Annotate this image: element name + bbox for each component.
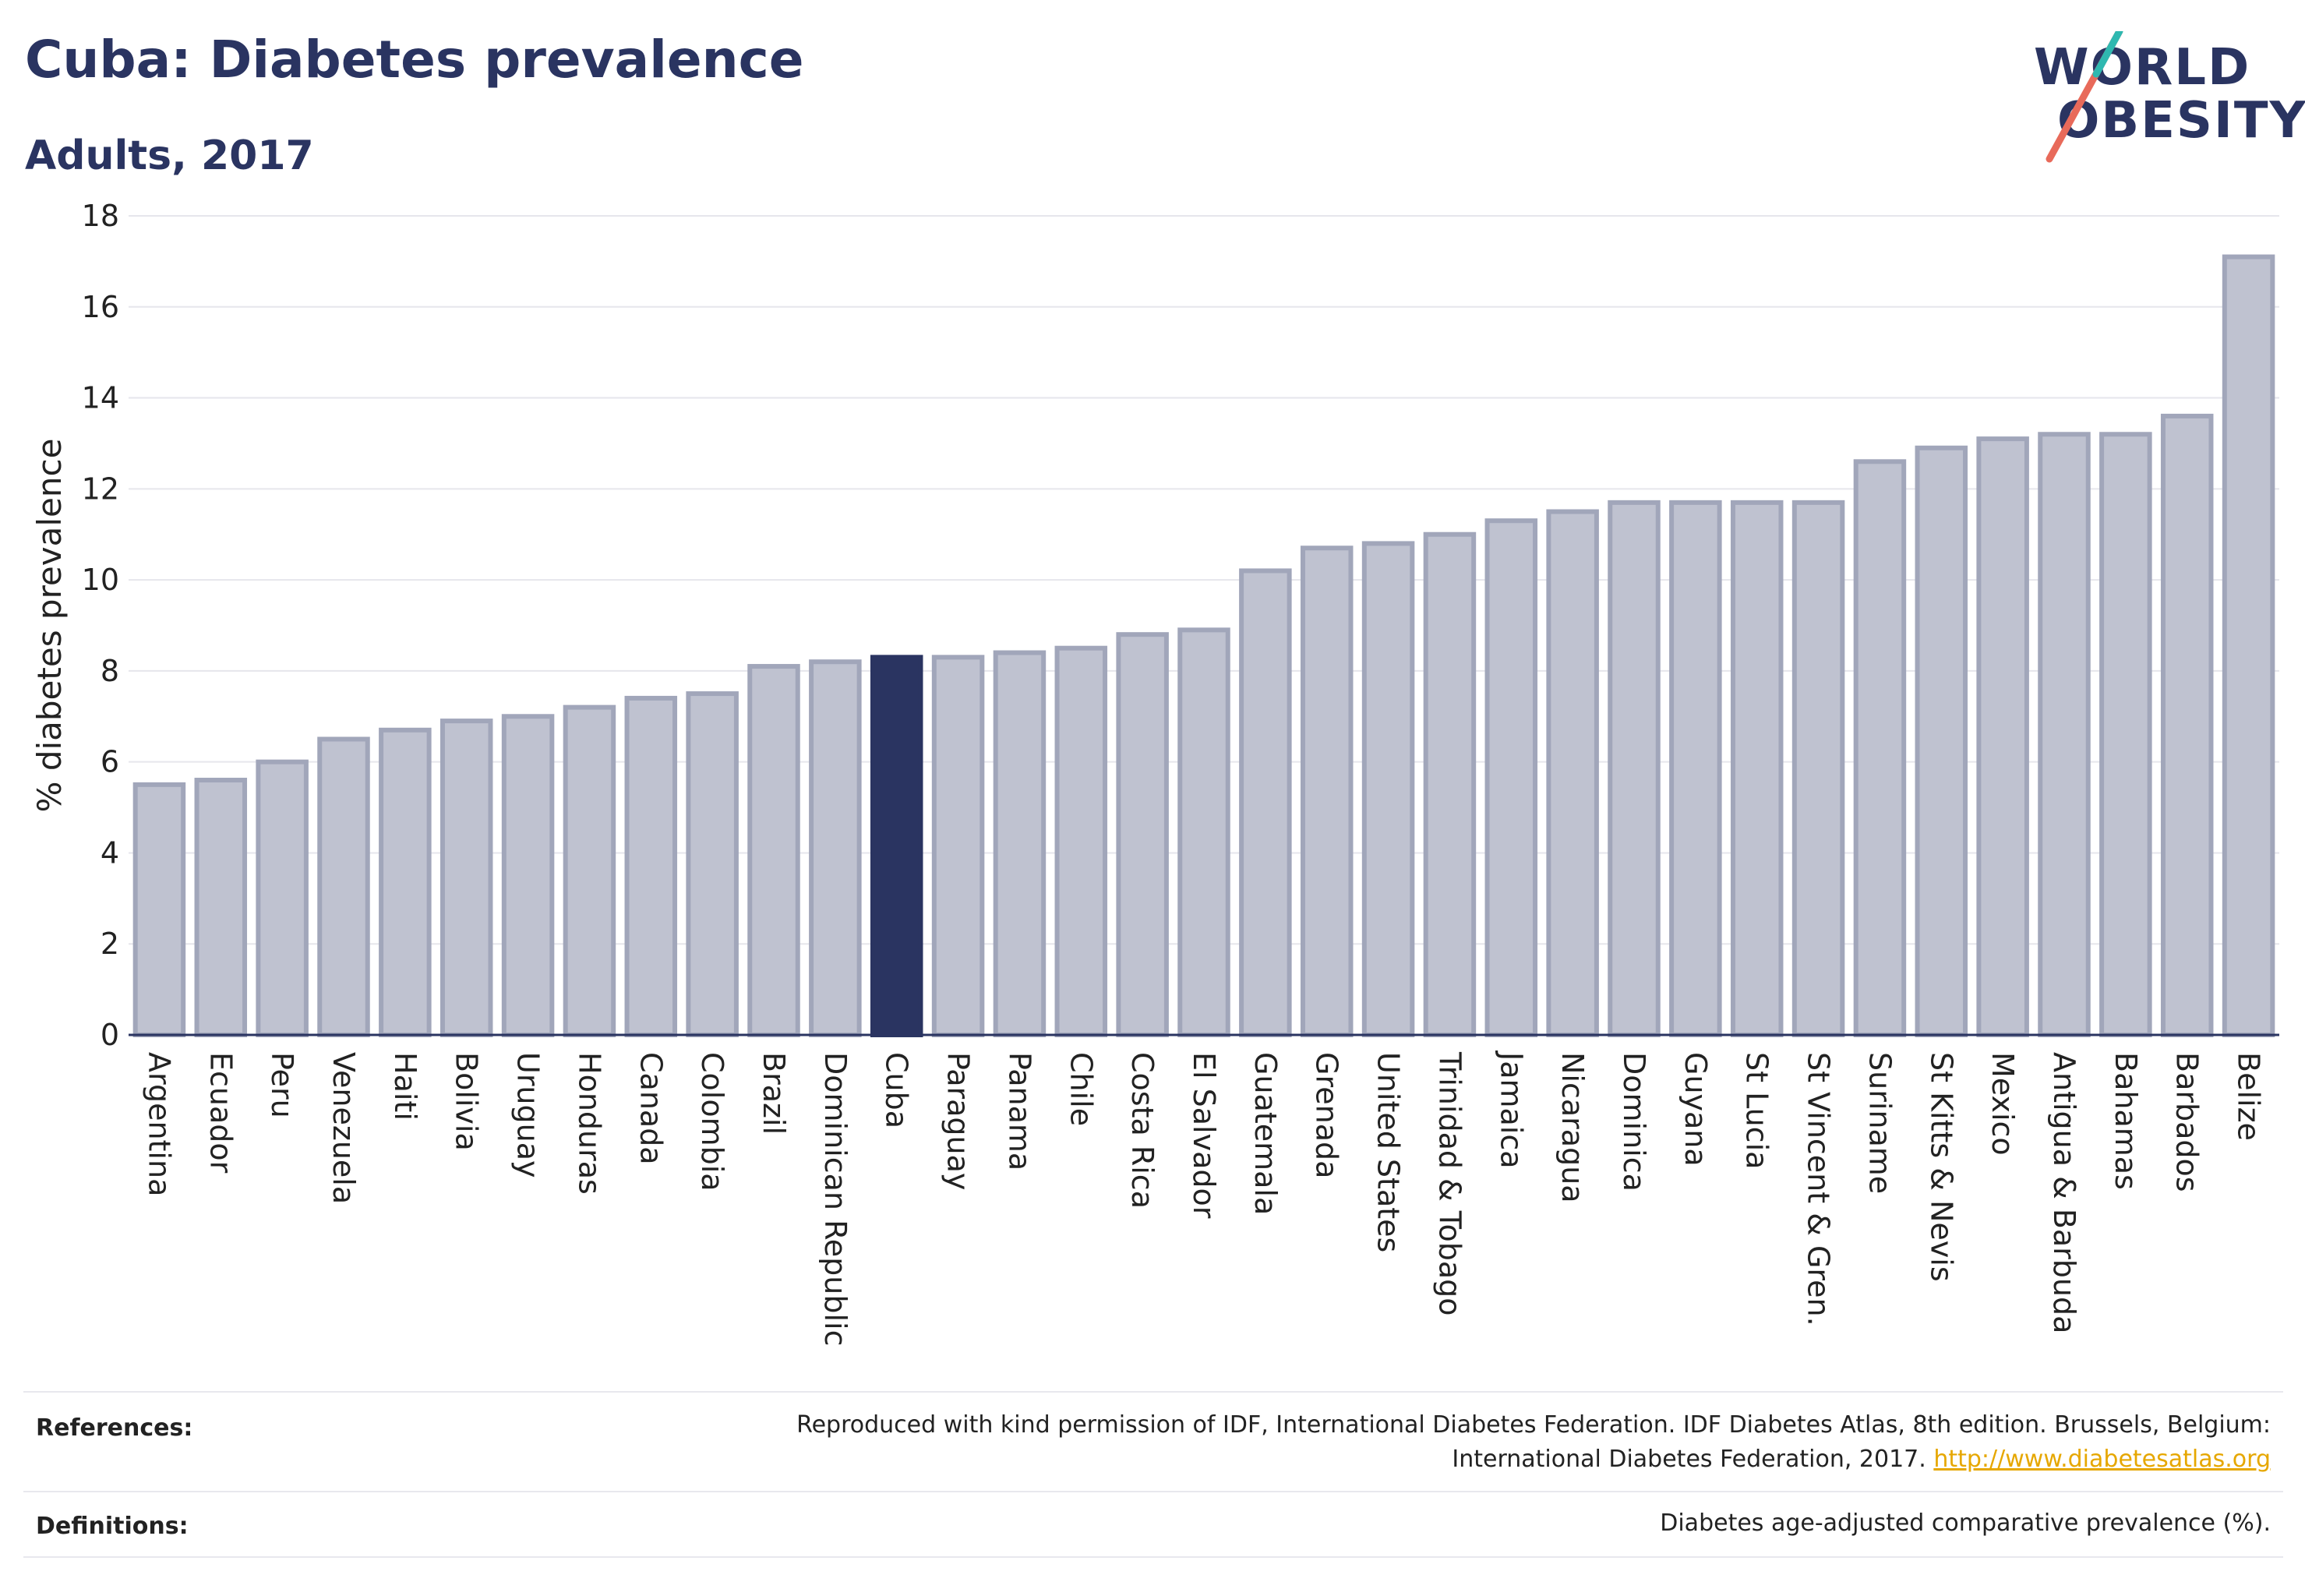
- chart-title: Cuba: Diabetes prevalence: [25, 30, 804, 90]
- x-tick-label: St Vincent & Gren.: [1802, 1052, 1836, 1326]
- x-tick-label: Dominica: [1617, 1052, 1651, 1192]
- bar-suriname: [1853, 459, 1907, 1037]
- x-tick-label: Trinidad & Tobago: [1432, 1051, 1467, 1316]
- x-tick-label: Barbados: [2170, 1052, 2204, 1192]
- y-tick-label: 12: [82, 471, 119, 506]
- bar-chile: [1054, 645, 1108, 1037]
- chart-subtitle: Adults, 2017: [25, 132, 314, 179]
- x-tick-label: Nicaragua: [1555, 1052, 1590, 1203]
- x-tick-label: Guyana: [1678, 1052, 1713, 1167]
- x-tick-label: Brazil: [757, 1052, 791, 1135]
- x-tick-label: Haiti: [388, 1052, 422, 1121]
- y-tick-label: 14: [82, 381, 119, 415]
- x-tick-label: Antigua & Barbuda: [2047, 1052, 2081, 1333]
- bar-chart: 0 2 4 6 8 10 12 14 16 18 % diabetes prevalence Arge…: [30, 199, 2279, 1346]
- footer-divider: [23, 1491, 2283, 1492]
- x-tick-label: Colombia: [695, 1052, 729, 1192]
- bar-grenada: [1300, 546, 1354, 1037]
- world-obesity-logo: WORLD OBESITY: [2034, 31, 2305, 164]
- x-tick-label: Jamaica: [1494, 1050, 1528, 1169]
- x-tick-label: Argentina: [142, 1052, 176, 1196]
- bar-nicaragua: [1546, 509, 1599, 1037]
- x-tick-label: Grenada: [1310, 1052, 1344, 1178]
- bar-cuba: [870, 655, 923, 1037]
- references-label: References:: [36, 1414, 193, 1442]
- bar-paraguay: [931, 655, 985, 1037]
- x-tick-label: Mexico: [1986, 1052, 2020, 1156]
- footer-divider: [23, 1391, 2283, 1393]
- y-tick-label: 18: [82, 199, 119, 233]
- x-tick-label: Bahamas: [2109, 1052, 2143, 1190]
- bar-panama: [993, 650, 1047, 1037]
- x-tick-label: Suriname: [1862, 1052, 1897, 1194]
- references-link[interactable]: http://www.diabetesatlas.org: [1933, 1446, 2271, 1473]
- bar-bolivia: [439, 719, 493, 1037]
- y-axis-label: % diabetes prevalence: [30, 439, 69, 813]
- references-line-2: International Diabetes Federation, 2017.…: [796, 1442, 2271, 1477]
- logo-line-2: OBESITY: [2057, 92, 2305, 150]
- bar-argentina: [132, 782, 186, 1037]
- bar-el-salvador: [1177, 627, 1230, 1037]
- definitions-label: Definitions:: [36, 1513, 189, 1540]
- x-tick-label: St Lucia: [1740, 1052, 1774, 1169]
- bar-st-kitts-nevis: [1915, 445, 1968, 1037]
- x-tick-label: Ecuador: [203, 1052, 238, 1174]
- x-tick-label: Belize: [2232, 1052, 2266, 1141]
- bar-peru: [256, 759, 309, 1038]
- x-tick-label: Honduras: [572, 1052, 606, 1195]
- bar-canada: [624, 695, 678, 1038]
- bar-barbados: [2160, 413, 2214, 1037]
- references-text: Reproduced with kind permission of IDF, …: [796, 1408, 2271, 1477]
- bar-ecuador: [194, 778, 248, 1037]
- x-tick-label: Canada: [634, 1052, 668, 1165]
- definitions-text: Diabetes age-adjusted comparative preval…: [1660, 1509, 2271, 1537]
- bar-bahamas: [2099, 432, 2152, 1037]
- y-tick-label: 6: [101, 745, 119, 779]
- x-tick-label: St Kitts & Nevis: [1924, 1052, 1958, 1282]
- x-tick-label: Uruguay: [511, 1052, 545, 1178]
- y-tick-label: 16: [82, 290, 119, 324]
- x-tick-label: Peru: [265, 1052, 299, 1118]
- bar-haiti: [379, 727, 432, 1037]
- x-tick-label: United States: [1371, 1052, 1406, 1252]
- bar-st-vincent-gren-: [1791, 500, 1845, 1038]
- bar-mexico: [1976, 436, 2029, 1038]
- y-tick-label: 10: [82, 563, 119, 597]
- x-tick-label: Guatemala: [1248, 1052, 1283, 1215]
- bar-guatemala: [1239, 568, 1292, 1037]
- x-tick-label: Panama: [1002, 1052, 1036, 1171]
- bar-guyana: [1669, 500, 1722, 1038]
- x-tick-label: Costa Rica: [1125, 1052, 1160, 1209]
- x-tick-label: El Salvador: [1187, 1052, 1221, 1219]
- references-line-2-text: International Diabetes Federation, 2017.: [1452, 1446, 1926, 1473]
- logo-slash-icon: [2046, 31, 2123, 163]
- bar-uruguay: [501, 714, 555, 1037]
- bar-costa-rica: [1116, 632, 1169, 1037]
- x-tick-label: Bolivia: [450, 1052, 484, 1151]
- y-tick-label: 4: [101, 835, 119, 870]
- x-tick-label: Venezuela: [327, 1052, 361, 1204]
- bar-colombia: [686, 691, 739, 1037]
- bar-belize: [2222, 254, 2275, 1038]
- bar-st-lucia: [1730, 500, 1784, 1038]
- references-line-1: Reproduced with kind permission of IDF, …: [796, 1411, 2271, 1439]
- x-tick-label: Cuba: [880, 1052, 914, 1128]
- y-tick-label: 0: [101, 1018, 119, 1052]
- bar-trinidad-tobago: [1423, 531, 1477, 1037]
- bar-brazil: [747, 664, 800, 1037]
- y-tick-label: 8: [101, 654, 119, 688]
- bar-venezuela: [317, 736, 370, 1037]
- bar-jamaica: [1484, 518, 1538, 1037]
- x-tick-label: Dominican Republic: [818, 1052, 852, 1346]
- bar-dominica: [1608, 500, 1661, 1038]
- bar-antigua-barbuda: [2038, 432, 2091, 1037]
- bar-honduras: [563, 704, 616, 1037]
- logo-line-1: WORLD: [2034, 39, 2251, 97]
- x-tick-label: Chile: [1064, 1052, 1098, 1126]
- bar-dominican-republic: [809, 659, 862, 1037]
- y-tick-label: 2: [101, 927, 119, 961]
- x-tick-label: Paraguay: [941, 1052, 976, 1190]
- bar-united-states: [1361, 541, 1415, 1037]
- footer-divider: [23, 1556, 2283, 1558]
